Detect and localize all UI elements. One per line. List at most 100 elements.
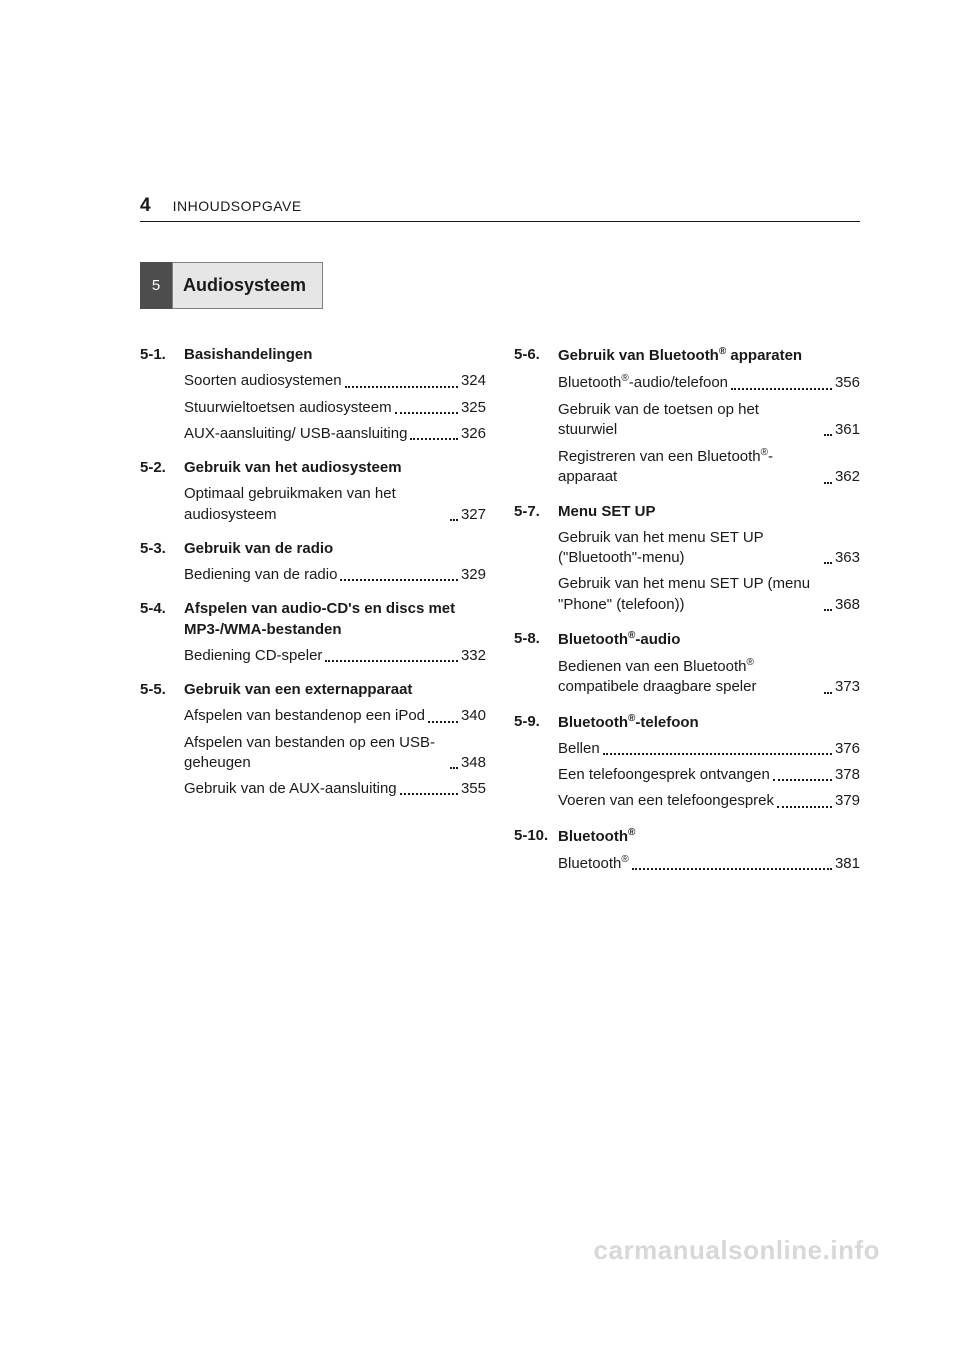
page-header: 4 INHOUDSOPGAVE xyxy=(140,195,860,222)
toc-entry-page: 381 xyxy=(835,854,860,874)
toc-entry-page: 332 xyxy=(461,646,486,666)
toc-entry-leader-dots xyxy=(824,609,832,611)
toc-entry: Bluetooth®-audio/telefoon 356 xyxy=(558,372,860,393)
toc-section-number: 5-8. xyxy=(514,629,558,650)
toc-entry-leader-dots xyxy=(603,753,832,755)
toc-entry: Bediening van de radio 329 xyxy=(184,565,486,585)
toc-section-number: 5-10. xyxy=(514,826,558,847)
toc-section-title: Bluetooth®-audio xyxy=(558,629,860,650)
toc-section-title: Gebruik van het audiosysteem xyxy=(184,458,486,478)
toc-section-title: Bluetooth® xyxy=(558,826,860,847)
toc-entry-leader-dots xyxy=(824,692,832,694)
toc-entry-page: 363 xyxy=(835,548,860,568)
toc-entry-label: Bluetooth®-audio/telefoon xyxy=(558,372,728,393)
toc-section: 5-7.Menu SET UPGebruik van het menu SET … xyxy=(514,502,860,615)
toc-entry-leader-dots xyxy=(340,579,458,581)
toc-entry-leader-dots xyxy=(345,386,458,388)
toc-section-number: 5-3. xyxy=(140,539,184,559)
toc-entry: Gebruik van de AUX-aansluiting355 xyxy=(184,779,486,799)
toc-column-left: 5-1.Basishandelingen Soorten audiosysteme… xyxy=(140,345,486,888)
toc-entry-leader-dots xyxy=(824,434,832,436)
toc-section: 5-9.Bluetooth®-telefoonBellen376Een tele… xyxy=(514,712,860,812)
toc-entry-page: 340 xyxy=(461,706,486,726)
toc-entry: Gebruik van het menu SET UP ("Bluetooth"… xyxy=(558,528,860,569)
toc-section-header: 5-5.Gebruik van een externapparaat xyxy=(140,680,486,700)
toc-entry: Soorten audiosystemen324 xyxy=(184,371,486,391)
toc-entry: Gebruik van het menu SET UP (menu "Phone… xyxy=(558,574,860,615)
toc-entry-page: 329 xyxy=(461,565,486,585)
toc-entry: Stuurwieltoetsen audiosysteem325 xyxy=(184,398,486,418)
chapter-number: 5 xyxy=(152,277,160,294)
toc-section-header: 5-2.Gebruik van het audiosysteem xyxy=(140,458,486,478)
toc-section: 5-5.Gebruik van een externapparaat Afspel… xyxy=(140,680,486,799)
toc-section: 5-4.Afspelen van audio-CD's en discs met… xyxy=(140,599,486,666)
toc-section-header: 5-3.Gebruik van de radio xyxy=(140,539,486,559)
toc-column-right: 5-6.Gebruik van Bluetooth® apparaten Blue… xyxy=(514,345,860,888)
toc-section-number: 5-9. xyxy=(514,712,558,733)
toc-section-header: 5-9.Bluetooth®-telefoon xyxy=(514,712,860,733)
toc-section-title: Gebruik van de radio xyxy=(184,539,486,559)
toc-entry-page: 378 xyxy=(835,765,860,785)
toc-section-header: 5-10.Bluetooth® xyxy=(514,826,860,847)
toc-section: 5-1.Basishandelingen Soorten audiosysteme… xyxy=(140,345,486,444)
toc-entry-label: Registreren van een Bluetooth®-apparaat xyxy=(558,446,821,488)
toc-entry-page: 356 xyxy=(835,373,860,393)
page: 4 INHOUDSOPGAVE 5 Audiosysteem 5-1.Basis… xyxy=(0,0,960,888)
toc-entry-label: Bluetooth® xyxy=(558,853,629,874)
toc-section: 5-8.Bluetooth®-audio Bedienen van een Blu… xyxy=(514,629,860,698)
toc-entry-page: 362 xyxy=(835,467,860,487)
breadcrumb: INHOUDSOPGAVE xyxy=(173,198,302,214)
toc-entry: Voeren van een telefoongesprek 379 xyxy=(558,791,860,811)
toc-entry-page: 379 xyxy=(835,791,860,811)
toc-entry-label: Afspelen van bestandenop een iPod xyxy=(184,706,425,726)
toc-section-header: 5-6.Gebruik van Bluetooth® apparaten xyxy=(514,345,860,366)
toc-section-header: 5-4.Afspelen van audio-CD's en discs met… xyxy=(140,599,486,640)
toc-entry-leader-dots xyxy=(632,868,832,870)
toc-entry: Bediening CD-speler 332 xyxy=(184,646,486,666)
toc-entry-leader-dots xyxy=(325,660,458,662)
toc-section-header: 5-8.Bluetooth®-audio xyxy=(514,629,860,650)
toc-entry-label: Gebruik van de AUX-aansluiting xyxy=(184,779,397,799)
toc-entry-label: Stuurwieltoetsen audiosysteem xyxy=(184,398,392,418)
chapter-title: Audiosysteem xyxy=(183,275,306,295)
toc-entry-page: 373 xyxy=(835,677,860,697)
toc-entry-label: Bellen xyxy=(558,739,600,759)
toc-entry-label: Gebruik van het menu SET UP ("Bluetooth"… xyxy=(558,528,821,569)
toc-entry-leader-dots xyxy=(428,721,458,723)
toc-entry-page: 376 xyxy=(835,739,860,759)
toc-entry-leader-dots xyxy=(773,779,832,781)
toc-entry: Bluetooth® 381 xyxy=(558,853,860,874)
toc-entry-label: Bediening CD-speler xyxy=(184,646,322,666)
toc-section-number: 5-2. xyxy=(140,458,184,478)
toc-section-title: Gebruik van een externapparaat xyxy=(184,680,486,700)
toc-entry-page: 368 xyxy=(835,595,860,615)
toc-entry-leader-dots xyxy=(400,793,458,795)
toc-section-header: 5-1.Basishandelingen xyxy=(140,345,486,365)
toc-entry-page: 326 xyxy=(461,424,486,444)
toc-entry-label: Bedienen van een Bluetooth® compatibele … xyxy=(558,656,821,698)
page-number: 4 xyxy=(140,195,151,217)
chapter-title-box: Audiosysteem xyxy=(172,262,323,309)
toc-entry-label: Soorten audiosystemen xyxy=(184,371,342,391)
toc-entry-label: Voeren van een telefoongesprek xyxy=(558,791,774,811)
toc-entry-page: 327 xyxy=(461,505,486,525)
toc-section-number: 5-4. xyxy=(140,599,184,640)
toc-entry-label: Gebruik van het menu SET UP (menu "Phone… xyxy=(558,574,821,615)
toc-section-number: 5-1. xyxy=(140,345,184,365)
toc-section-title: Basishandelingen xyxy=(184,345,486,365)
toc-section-number: 5-5. xyxy=(140,680,184,700)
toc-entry-leader-dots xyxy=(450,767,458,769)
toc-entry-label: Bediening van de radio xyxy=(184,565,337,585)
toc-section-title: Afspelen van audio-CD's en discs met MP3… xyxy=(184,599,486,640)
toc-entry: Gebruik van de toetsen op het stuurwiel3… xyxy=(558,400,860,441)
toc-section-number: 5-6. xyxy=(514,345,558,366)
watermark-text: carmanualsonline.info xyxy=(594,1235,880,1266)
toc-entry-page: 348 xyxy=(461,753,486,773)
toc-section: 5-10.Bluetooth®Bluetooth®381 xyxy=(514,826,860,875)
toc-section-title: Gebruik van Bluetooth® apparaten xyxy=(558,345,860,366)
toc-entry-page: 361 xyxy=(835,420,860,440)
toc-entry-leader-dots xyxy=(450,519,458,521)
toc-section: 5-3.Gebruik van de radio Bediening van de… xyxy=(140,539,486,586)
toc-entry-label: Optimaal gebruikmaken van het audiosyste… xyxy=(184,484,447,525)
toc-entry: Bellen 376 xyxy=(558,739,860,759)
